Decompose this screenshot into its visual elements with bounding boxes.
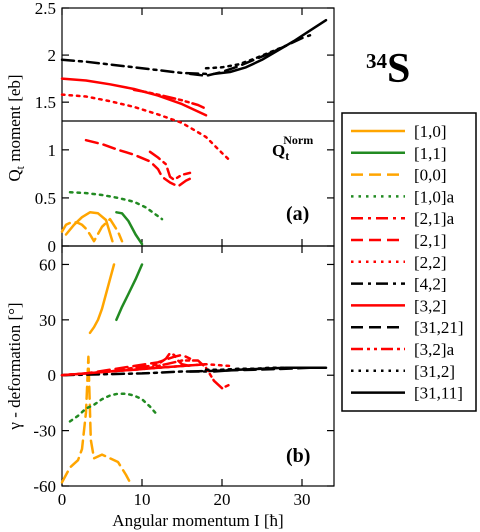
ytick-a-lower-label: 1 xyxy=(48,141,57,160)
ytick-a-upper-label: 1.5 xyxy=(35,93,56,112)
ytick-a-lower-label: 0.5 xyxy=(35,189,56,208)
series-a--3-2-a xyxy=(132,88,208,111)
series-a--4-2- xyxy=(60,58,208,76)
series-a--2-2- xyxy=(60,93,232,162)
series-b--1-0- xyxy=(88,263,116,335)
legend-label: [31,21] xyxy=(414,318,464,337)
legend-label: [0,0] xyxy=(414,166,447,185)
series-a--2-1- xyxy=(84,138,196,188)
xtick-label: 20 xyxy=(214,490,231,509)
x-axis-label: Angular momentum I [ħ] xyxy=(112,511,283,530)
series-b--1-0-a xyxy=(68,392,160,423)
legend-label: [1,0]a xyxy=(414,187,455,206)
legend-label: [31,11] xyxy=(414,384,463,403)
series-b--0-0- xyxy=(60,355,132,484)
ytick-a-upper-label: 2.5 xyxy=(35,0,56,18)
legend-label: [3,2] xyxy=(414,296,447,315)
ytick-b-label: 0 xyxy=(48,366,57,385)
legend-label: [1,1] xyxy=(414,144,447,163)
xtick-label: 10 xyxy=(134,490,151,509)
nucleus-label: 34S xyxy=(366,46,410,92)
series-a--1-0- xyxy=(64,211,114,243)
series-a--1-0-a xyxy=(68,190,164,221)
series-a--31-11- xyxy=(212,18,328,76)
legend-label: [2,2] xyxy=(414,253,447,272)
legend-label: [2,1]a xyxy=(414,209,455,228)
ytick-b-label: 60 xyxy=(39,255,56,274)
ytick-b-label: -30 xyxy=(33,422,56,441)
panel-label-b: (b) xyxy=(286,445,310,467)
series-b--3-2-a xyxy=(132,359,232,390)
xtick-label: 0 xyxy=(58,490,67,509)
series-a--0-0- xyxy=(60,217,124,243)
legend-box xyxy=(341,112,477,412)
legend-label: [1,0] xyxy=(414,122,447,141)
series-b--31-11- xyxy=(212,366,328,373)
y-axis-label-b: γ - deformation [°] xyxy=(5,302,24,430)
panel-label-a: (a) xyxy=(286,203,309,225)
series-b--1-1- xyxy=(115,263,144,322)
xtick-label: 30 xyxy=(294,490,311,509)
legend-label: [31,2] xyxy=(414,362,455,381)
y-axis-label-a: Qt moment [eb] xyxy=(5,74,27,181)
ytick-a-upper-label: 2 xyxy=(48,46,57,65)
series-a--1-1- xyxy=(115,211,144,246)
series-a--2-1-a xyxy=(148,150,192,181)
panel-b-frame xyxy=(61,245,335,487)
qt-norm-annotation: QtNorm xyxy=(272,133,313,163)
legend-label: [3,2]a xyxy=(414,340,455,359)
ytick-b-label: -60 xyxy=(33,477,56,496)
legend-label: [4,2] xyxy=(414,275,447,294)
ytick-b-label: 30 xyxy=(39,311,56,330)
ytick-a-lower-label: 0 xyxy=(48,237,57,256)
legend: [1,0] [1,1] [0,0] [1,0]a [2,1]a [2,1] [2,2] [4,… xyxy=(351,122,464,403)
legend-label: [2,1] xyxy=(414,231,447,250)
series-layer xyxy=(60,18,328,484)
series-a--31-2- xyxy=(204,44,288,70)
